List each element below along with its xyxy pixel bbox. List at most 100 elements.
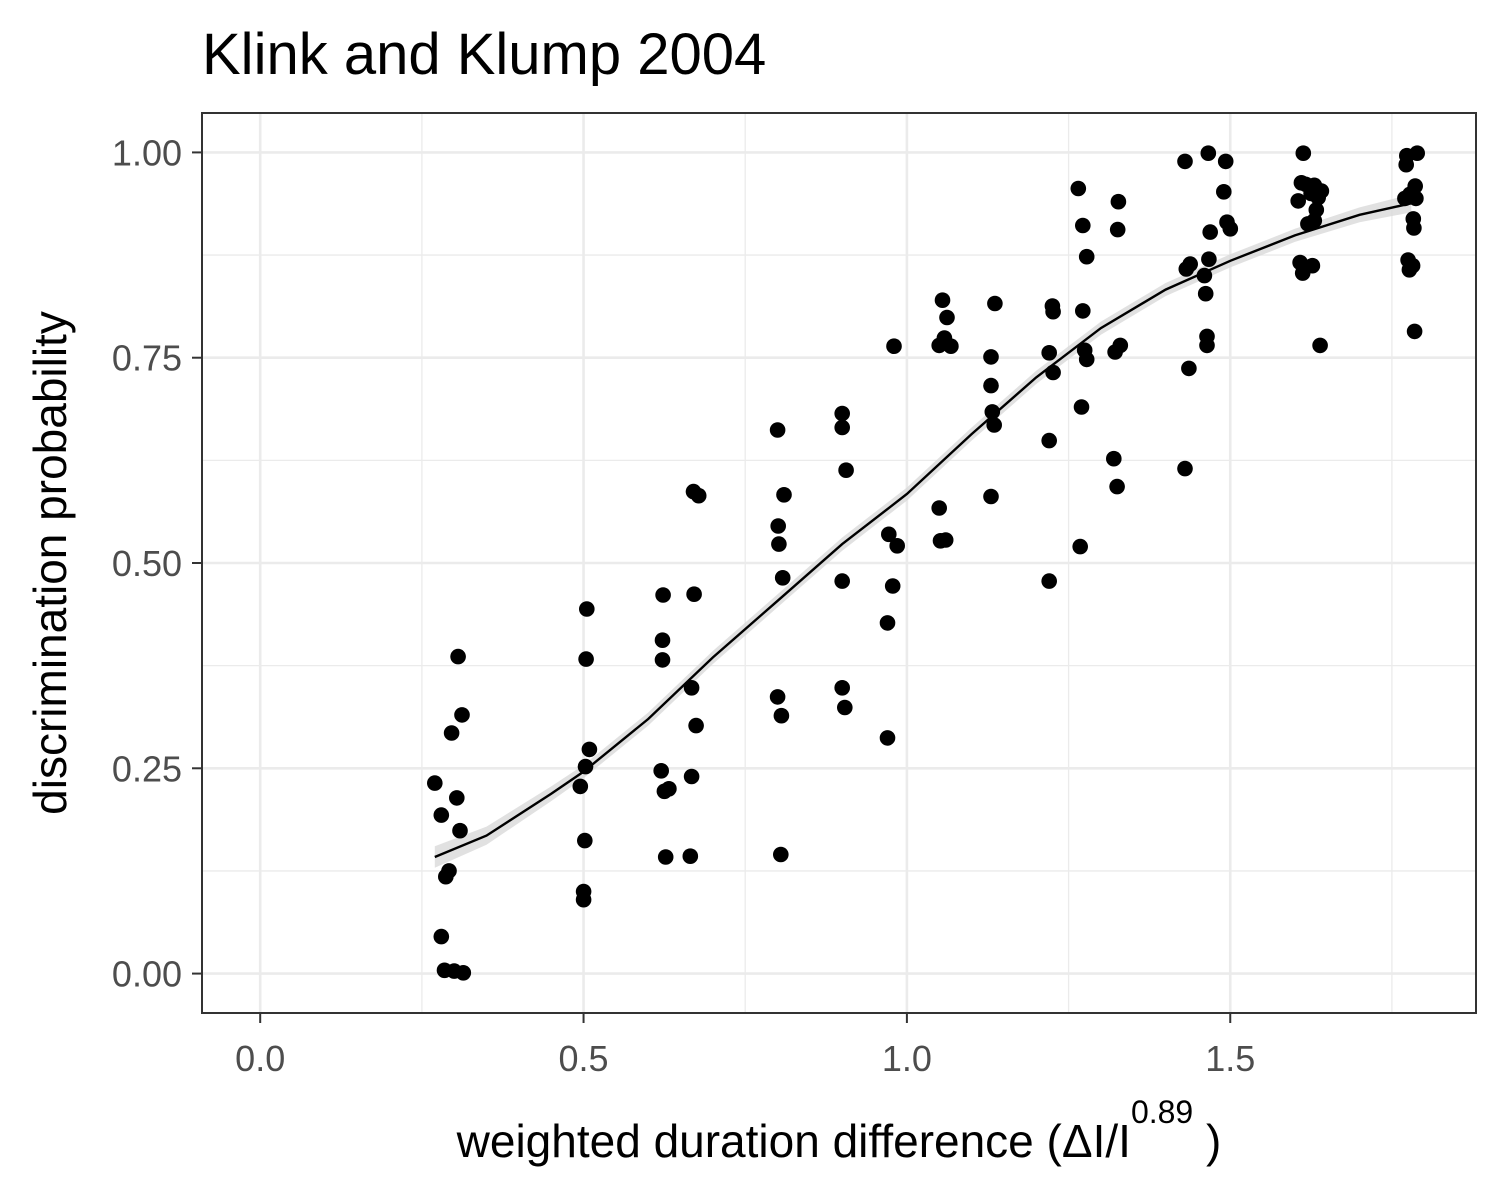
fit-line <box>434 202 1412 859</box>
data-point <box>771 536 787 552</box>
x-axis-title-suffix: ) <box>1193 1115 1221 1167</box>
data-point <box>834 680 850 696</box>
data-point <box>770 518 786 534</box>
data-points <box>427 145 1425 981</box>
data-point <box>1308 202 1325 218</box>
data-point <box>1222 221 1239 237</box>
data-point <box>1177 153 1193 170</box>
y-tick-label: 0.25 <box>112 748 182 789</box>
data-point <box>879 730 896 746</box>
x-tick-label: 1.5 <box>1205 1038 1255 1079</box>
data-point <box>1072 538 1088 555</box>
data-point <box>1217 153 1234 170</box>
data-point <box>433 928 450 945</box>
data-point <box>834 573 850 589</box>
data-point <box>1106 450 1122 467</box>
x-axis-title-main: weighted duration difference (ΔI/I <box>456 1115 1131 1167</box>
data-point <box>776 487 792 503</box>
data-point <box>1182 256 1198 272</box>
data-point <box>1201 251 1217 267</box>
data-point <box>769 422 786 438</box>
data-point <box>441 863 457 879</box>
x-axis-ticks: 0.0 0.5 1.0 1.5 <box>235 1013 1255 1079</box>
data-point <box>1406 220 1422 236</box>
data-point <box>1407 178 1423 194</box>
data-point <box>879 615 896 631</box>
data-point <box>443 725 460 741</box>
data-point <box>577 832 593 849</box>
x-tick-label: 0.5 <box>559 1038 609 1079</box>
data-point <box>837 699 853 716</box>
data-point <box>1295 145 1312 161</box>
grid <box>202 113 1476 1013</box>
data-point <box>1073 399 1090 415</box>
data-point <box>1216 184 1232 200</box>
data-point <box>1041 345 1057 361</box>
data-point <box>1202 224 1218 240</box>
data-point <box>774 570 791 586</box>
data-point <box>931 500 947 516</box>
data-point <box>934 292 951 309</box>
data-point <box>655 587 671 603</box>
data-point <box>1290 193 1306 209</box>
x-tick-label: 1.0 <box>882 1038 932 1079</box>
data-point <box>653 763 669 779</box>
data-point <box>688 717 704 734</box>
data-point <box>1041 573 1057 589</box>
data-point <box>1304 257 1321 274</box>
chart-title: Klink and Klump 2004 <box>202 22 766 87</box>
data-point <box>1045 303 1061 320</box>
data-point <box>450 648 466 665</box>
data-point <box>577 758 594 775</box>
data-point <box>1177 460 1193 477</box>
data-point <box>1070 180 1087 197</box>
data-point <box>773 846 789 863</box>
data-point <box>986 417 1002 433</box>
data-point <box>987 295 1003 312</box>
data-point <box>939 309 955 326</box>
y-tick-label: 0.00 <box>112 954 182 995</box>
data-point <box>427 775 443 791</box>
data-point <box>1199 337 1215 354</box>
y-axis-title: discrimination probability <box>24 311 76 815</box>
data-point <box>773 707 790 724</box>
data-point <box>578 651 594 667</box>
data-point <box>1109 478 1125 495</box>
data-point <box>1109 221 1126 238</box>
data-point <box>943 338 959 355</box>
data-point <box>654 632 671 648</box>
data-point <box>1408 190 1424 207</box>
x-tick-label: 0.0 <box>235 1038 285 1079</box>
data-point <box>686 586 702 602</box>
data-point <box>579 601 595 617</box>
data-point <box>834 405 850 422</box>
data-point <box>1075 303 1091 319</box>
confidence-ribbon <box>434 194 1412 868</box>
data-point <box>654 652 671 668</box>
data-point <box>886 338 902 355</box>
data-point <box>1197 285 1214 302</box>
data-point <box>937 532 954 548</box>
data-point <box>881 526 897 543</box>
data-point <box>433 807 450 823</box>
data-point <box>1404 257 1421 274</box>
data-point <box>983 377 999 394</box>
data-point <box>455 965 472 981</box>
data-point <box>1409 145 1425 161</box>
data-point <box>683 680 700 696</box>
data-point <box>449 790 465 806</box>
y-axis-ticks: 0.00 0.25 0.50 0.75 1.00 <box>112 132 202 995</box>
data-point <box>661 781 677 797</box>
data-point <box>682 848 699 864</box>
data-point <box>884 578 901 594</box>
data-point <box>1110 193 1127 210</box>
data-point <box>1406 323 1423 340</box>
data-point <box>834 419 850 436</box>
data-point <box>1078 351 1095 368</box>
data-point <box>1045 364 1061 381</box>
data-point <box>1078 248 1095 265</box>
data-point <box>769 689 786 705</box>
data-point <box>452 822 468 839</box>
